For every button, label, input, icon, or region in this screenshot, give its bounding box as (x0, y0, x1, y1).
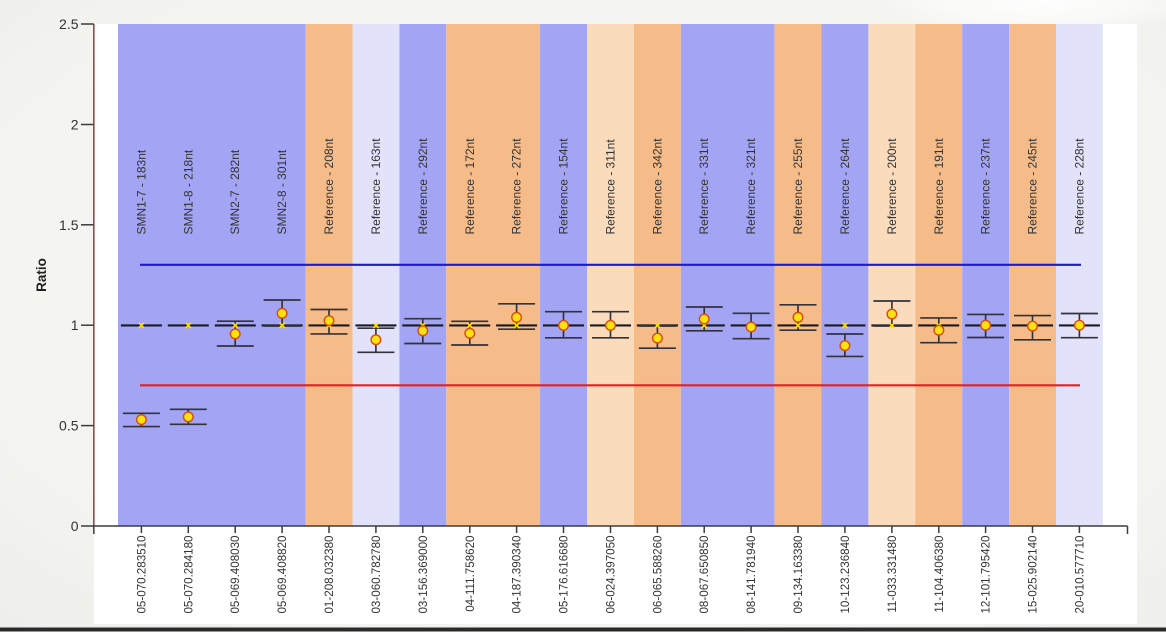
svg-text:06-065.588260: 06-065.588260 (651, 536, 664, 614)
svg-text:SMN2-8 - 301nt: SMN2-8 - 301nt (275, 149, 289, 234)
svg-text:2.5: 2.5 (59, 16, 79, 32)
svg-text:Reference - 163nt: Reference - 163nt (369, 138, 383, 235)
svg-text:Reference - 237nt: Reference - 237nt (979, 138, 993, 235)
svg-text:0.5: 0.5 (59, 418, 79, 434)
svg-text:Reference - 255nt: Reference - 255nt (791, 138, 805, 235)
svg-text:Reference - 264nt: Reference - 264nt (838, 138, 852, 235)
svg-text:11-104.406380: 11-104.406380 (933, 536, 946, 613)
svg-text:11-033.331480: 11-033.331480 (886, 536, 899, 613)
svg-text:Reference - 228nt: Reference - 228nt (1072, 138, 1086, 235)
svg-text:Reference - 172nt: Reference - 172nt (463, 138, 477, 235)
svg-text:Reference - 191nt: Reference - 191nt (932, 138, 946, 235)
svg-text:0: 0 (71, 518, 79, 534)
svg-text:09-134.163380: 09-134.163380 (792, 536, 805, 614)
svg-text:05-070.283510: 05-070.283510 (135, 536, 148, 614)
svg-text:20-010.577710: 20-010.577710 (1073, 536, 1086, 614)
svg-text:Reference - 200nt: Reference - 200nt (885, 138, 899, 235)
svg-text:Reference - 321nt: Reference - 321nt (744, 138, 758, 235)
svg-text:Reference - 245nt: Reference - 245nt (1026, 138, 1040, 235)
svg-text:Reference - 311nt: Reference - 311nt (604, 139, 618, 235)
svg-text:04-111.758620: 04-111.758620 (464, 536, 477, 612)
svg-text:05-069.408820: 05-069.408820 (276, 536, 289, 614)
svg-text:01-208.032380: 01-208.032380 (323, 536, 336, 614)
svg-text:Reference - 292nt: Reference - 292nt (416, 138, 430, 235)
svg-text:12-101.795420: 12-101.795420 (980, 536, 993, 614)
svg-text:Reference - 342nt: Reference - 342nt (650, 138, 664, 235)
svg-text:05-069.408030: 05-069.408030 (229, 536, 242, 614)
svg-text:SMN1-8 - 218nt: SMN1-8 - 218nt (181, 149, 195, 234)
svg-text:Reference - 154nt: Reference - 154nt (557, 138, 571, 235)
svg-text:Ratio: Ratio (34, 258, 49, 292)
svg-text:04-187.390340: 04-187.390340 (511, 536, 524, 614)
svg-text:SMN2-7 - 282nt: SMN2-7 - 282nt (228, 149, 242, 234)
svg-text:Reference - 208nt: Reference - 208nt (322, 138, 336, 235)
svg-text:03-060.782780: 03-060.782780 (370, 536, 383, 614)
svg-text:08-067.650850: 08-067.650850 (698, 536, 711, 614)
svg-text:Reference - 331nt: Reference - 331nt (697, 138, 711, 235)
svg-text:03-156.369000: 03-156.369000 (417, 536, 430, 614)
svg-text:1: 1 (71, 317, 79, 333)
svg-text:1.5: 1.5 (59, 217, 79, 233)
svg-text:2: 2 (71, 117, 79, 133)
svg-text:15-025.902140: 15-025.902140 (1027, 536, 1040, 614)
svg-text:06-024.397050: 06-024.397050 (605, 536, 618, 614)
svg-text:Reference - 272nt: Reference - 272nt (510, 138, 524, 235)
svg-text:05-070.284180: 05-070.284180 (182, 536, 195, 614)
svg-text:08-141.781940: 08-141.781940 (745, 536, 758, 614)
svg-text:05-176.616680: 05-176.616680 (558, 536, 571, 614)
svg-text:10-123.236840: 10-123.236840 (839, 536, 852, 614)
svg-text:SMN1-7 - 183nt: SMN1-7 - 183nt (134, 149, 148, 234)
